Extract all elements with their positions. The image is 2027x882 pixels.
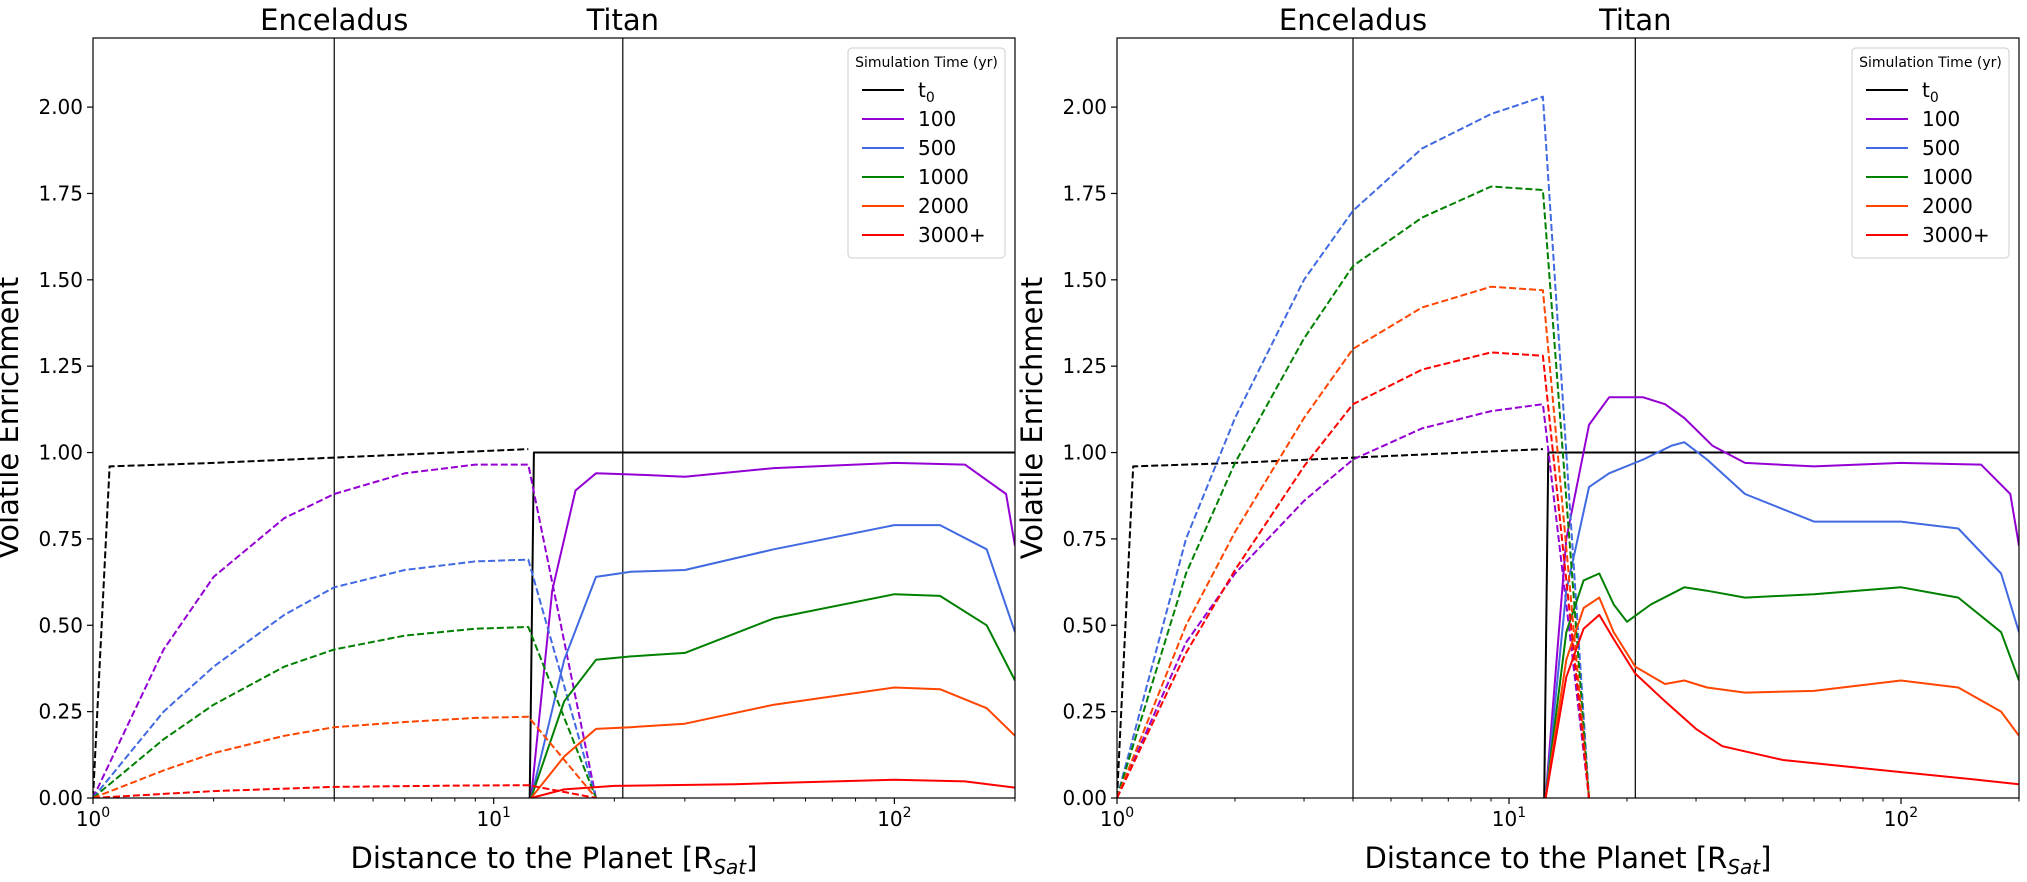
y-tick-label: 0.75 <box>1062 527 1107 551</box>
legend-title: Simulation Time (yr) <box>1859 55 2002 71</box>
series-line-t0-dashed <box>93 448 529 798</box>
y-tick-label: 0.00 <box>38 786 83 810</box>
series-line-t0-solid <box>1543 451 2019 798</box>
moon-label: Titan <box>1598 3 1671 37</box>
legend-label: 500 <box>918 136 956 160</box>
y-tick-label: 1.00 <box>1062 441 1107 465</box>
series-line-500-dashed <box>1117 95 1590 798</box>
series-line-1000-dashed <box>1117 185 1590 798</box>
legend-label: t0 <box>1922 78 1939 106</box>
legend-label: 100 <box>1922 107 1960 131</box>
chart-panel-left: Enceladus Titan 0.00 0.25 0.50 0.75 1.00 1.25 1.… <box>0 3 1016 879</box>
series-line-3000plus-solid <box>530 778 1015 798</box>
y-tick-label: 0.75 <box>38 527 83 551</box>
y-tick-label: 0.00 <box>1062 786 1107 810</box>
series-line-100-dashed <box>93 463 597 798</box>
series-line-1000-solid <box>1544 572 2019 798</box>
y-tick-label: 0.25 <box>38 700 83 724</box>
legend-label: 3000+ <box>1922 223 1990 247</box>
x-tick-label: 101 <box>1492 805 1526 831</box>
series-line-2000-dashed <box>1117 285 1590 798</box>
legend-label: 2000 <box>918 194 969 218</box>
legend-label: 3000+ <box>918 223 986 247</box>
legend-label: 1000 <box>1922 165 1973 189</box>
y-axis-label: Volatile Enrichment <box>1015 277 1049 560</box>
axes-frame <box>92 37 1016 799</box>
series-line-1000-solid <box>530 593 1015 798</box>
x-axis-label: Distance to the Planet [RSat] <box>1365 841 1772 879</box>
series-line-2000-dashed <box>93 715 597 798</box>
y-tick-label: 0.50 <box>38 613 83 637</box>
moon-label: Titan <box>586 3 659 37</box>
series-line-2000-solid <box>530 686 1015 798</box>
legend-label: 500 <box>1922 136 1960 160</box>
series-line-100-dashed <box>1117 403 1590 798</box>
series-group <box>1117 95 2019 798</box>
series-line-500-solid <box>1544 441 2019 798</box>
legend-label: 2000 <box>1922 194 1973 218</box>
series-line-t0-solid <box>528 451 1015 798</box>
series-line-500-solid <box>530 524 1015 798</box>
series-group <box>93 448 1015 798</box>
series-line-t0-dashed <box>1117 448 1543 798</box>
y-tick-label: 1.50 <box>38 268 83 292</box>
y-tick-label: 0.50 <box>1062 613 1107 637</box>
x-tick-label: 101 <box>477 805 511 831</box>
y-tick-label: 2.00 <box>38 95 83 119</box>
y-tick-label: 1.25 <box>38 354 83 378</box>
series-line-3000plus-dashed <box>1117 351 1590 798</box>
legend-label: 1000 <box>918 165 969 189</box>
x-tick-label: 100 <box>1100 805 1134 831</box>
chart-panel-right: Enceladus Titan 0.00 0.25 0.50 0.75 1.00 1.25 1.… <box>1015 3 2020 879</box>
y-tick-label: 1.75 <box>38 181 83 205</box>
y-tick-label: 1.25 <box>1062 354 1107 378</box>
y-tick-label: 1.75 <box>1062 181 1107 205</box>
y-tick-label: 2.00 <box>1062 95 1107 119</box>
series-line-2000-solid <box>1544 596 2019 798</box>
moon-label: Enceladus <box>260 3 408 37</box>
series-line-500-dashed <box>93 558 597 798</box>
series-line-100-solid <box>530 461 1015 798</box>
y-tick-label: 0.25 <box>1062 700 1107 724</box>
moon-label: Enceladus <box>1279 3 1427 37</box>
x-tick-label: 102 <box>1884 805 1918 831</box>
series-line-100-solid <box>1544 396 2019 798</box>
series-line-3000plus-dashed <box>93 784 597 798</box>
x-tick-label: 100 <box>76 805 110 831</box>
axes-frame <box>1116 37 2020 799</box>
legend-title: Simulation Time (yr) <box>855 55 998 71</box>
y-tick-label: 1.00 <box>38 441 83 465</box>
x-tick-label: 102 <box>877 805 911 831</box>
x-axis-label: Distance to the Planet [RSat] <box>351 841 758 879</box>
legend-label: 100 <box>918 107 956 131</box>
y-tick-label: 1.50 <box>1062 268 1107 292</box>
series-line-3000plus-solid <box>1544 613 2019 798</box>
legend-label: t0 <box>918 78 935 106</box>
series-line-1000-dashed <box>93 626 597 798</box>
y-axis-label: Volatile Enrichment <box>0 277 25 560</box>
